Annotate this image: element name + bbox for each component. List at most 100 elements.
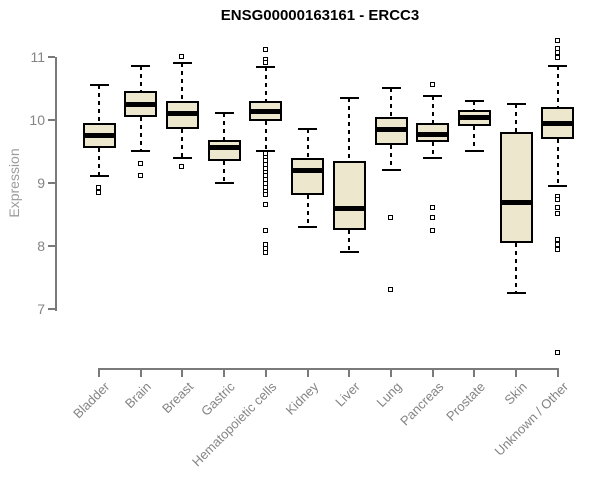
median-line (332, 206, 366, 212)
whisker-upper (139, 66, 142, 92)
outlier-point (554, 54, 560, 60)
x-tick (264, 370, 267, 377)
whisker-cap-lower (506, 292, 526, 295)
x-tick (98, 370, 100, 377)
box (499, 132, 533, 243)
whisker-lower (306, 195, 309, 227)
x-tick (556, 370, 559, 377)
median-line (499, 199, 533, 205)
whisker-cap-upper (339, 96, 359, 99)
whisker-cap-lower (423, 156, 443, 159)
whisker-lower (556, 138, 559, 186)
whisker-cap-upper (214, 112, 234, 115)
whisker-lower (139, 116, 142, 152)
outlier-point (554, 49, 560, 55)
x-tick (431, 370, 434, 377)
median-line (165, 111, 199, 117)
whisker-cap-upper (506, 102, 526, 105)
whisker-cap-lower (548, 184, 568, 187)
whisker-upper (264, 67, 267, 101)
y-axis-line (55, 56, 57, 311)
whisker-cap-upper (298, 128, 318, 131)
x-tick (348, 370, 351, 377)
box (291, 157, 325, 196)
x-tick-label-lung: Lung (373, 379, 405, 411)
x-axis-line (98, 368, 559, 370)
whisker-upper (473, 100, 476, 111)
x-tick-label-bladder: Bladder (70, 379, 113, 422)
outlier-point (137, 160, 143, 166)
median-line (207, 144, 241, 150)
x-tick-label-brain: Brain (122, 379, 155, 412)
median-line (82, 133, 116, 139)
outlier-point (429, 205, 435, 211)
whisker-cap-upper (89, 83, 109, 86)
median-line (249, 109, 283, 115)
whisker-cap-upper (172, 61, 192, 64)
outlier-point (388, 214, 394, 220)
y-tick (48, 55, 55, 58)
x-tick-label-skin: Skin (501, 379, 530, 408)
x-tick-label-prostate: Prostate (443, 379, 489, 424)
x-tick (139, 370, 142, 377)
whisker-cap-upper (256, 66, 276, 69)
outlier-point (388, 287, 394, 293)
box (332, 160, 366, 231)
y-tick-label: 7 (37, 301, 45, 317)
y-tick (48, 244, 55, 247)
y-tick-label: 11 (30, 48, 45, 65)
y-tick (48, 118, 55, 121)
whisker-upper (181, 62, 184, 101)
x-tick-label-unknown-other: Unknown / Other (491, 379, 572, 459)
x-tick-label-kidney: Kidney (282, 379, 322, 418)
whisker-lower (431, 141, 434, 158)
whisker-cap-lower (464, 150, 484, 153)
outlier-point (429, 227, 435, 233)
whisker-lower (181, 129, 184, 158)
whisker-upper (556, 66, 559, 108)
outlier-point (554, 247, 560, 253)
box (207, 139, 241, 161)
outlier-point (554, 37, 560, 43)
median-line (541, 120, 575, 126)
whisker-cap-lower (131, 150, 151, 153)
whisker-cap-upper (548, 65, 568, 68)
whisker-lower (98, 148, 100, 177)
whisker-lower (348, 230, 351, 253)
outlier-point (262, 228, 268, 234)
x-tick-label-liver: Liver (332, 379, 363, 410)
whisker-upper (431, 96, 434, 123)
whisker-cap-lower (381, 169, 401, 172)
outlier-point (554, 236, 560, 242)
whisker-upper (390, 88, 393, 117)
outlier-point (429, 81, 435, 87)
y-tick-label: 10 (29, 111, 45, 128)
x-tick (473, 370, 476, 377)
median-line (457, 114, 491, 120)
whisker-upper (348, 97, 351, 161)
outlier-point (429, 214, 435, 220)
x-tick (390, 370, 393, 377)
outlier-point (554, 350, 560, 356)
whisker-upper (306, 129, 309, 158)
x-tick-label-pancreas: Pancreas (396, 379, 447, 429)
outlier-point (179, 53, 185, 59)
whisker-cap-upper (131, 65, 151, 68)
whisker-upper (98, 84, 100, 123)
y-tick (48, 308, 55, 310)
x-tick-label-breast: Breast (158, 379, 197, 417)
x-tick (306, 370, 309, 377)
whisker-cap-lower (298, 225, 318, 228)
outlier-point (137, 173, 143, 179)
outlier-point (262, 192, 268, 198)
whisker-cap-lower (339, 251, 359, 254)
outlier-point (262, 250, 268, 256)
whisker-cap-upper (464, 99, 484, 102)
y-tick-label: 8 (37, 237, 45, 254)
whisker-upper (223, 113, 226, 140)
outlier-point (554, 241, 560, 247)
median-line (416, 132, 450, 138)
whisker-lower (264, 120, 267, 152)
outlier-point (262, 59, 268, 65)
